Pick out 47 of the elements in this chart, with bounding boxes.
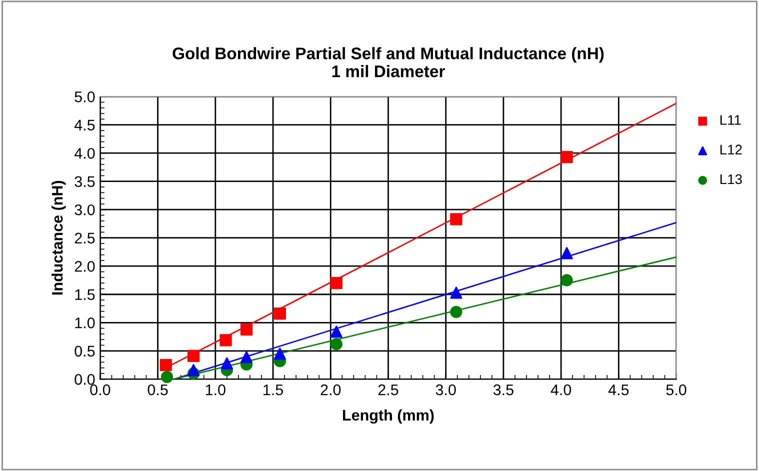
y-tick-label: 1.5 — [75, 289, 95, 300]
point — [240, 323, 253, 336]
y-tick-label: 1.0 — [75, 318, 95, 328]
point — [330, 326, 342, 338]
x-tick-label: 0.0 — [90, 384, 110, 396]
point — [187, 364, 200, 376]
point — [220, 357, 233, 370]
x-tick-label: 4.5 — [608, 384, 629, 396]
point — [560, 274, 573, 286]
y-tick-label: 4.5 — [74, 120, 95, 130]
legend-label: L12 — [720, 144, 742, 154]
y-tick-label: 2.0 — [74, 260, 95, 272]
point — [450, 306, 462, 318]
x-tick-label: 2.0 — [320, 384, 341, 396]
y-tick-label: 2.5 — [74, 232, 95, 244]
point — [560, 150, 573, 164]
y-tick-label: 5.0 — [74, 91, 95, 102]
x-tick-label: 5.0 — [666, 384, 686, 396]
x-tick-label: 4.0 — [550, 384, 572, 396]
x-axis-title: Length (mm) — [343, 409, 434, 424]
x-tick-label: 3.5 — [493, 384, 514, 396]
point — [450, 286, 462, 299]
legend-label: L13 — [720, 174, 742, 184]
point — [274, 308, 286, 320]
point — [450, 213, 462, 226]
y-tick-label: 3.0 — [74, 204, 95, 216]
point — [160, 358, 172, 372]
x-tick-label: 0.5 — [148, 384, 168, 396]
point — [187, 350, 200, 362]
x-tick-label: 3.0 — [436, 384, 456, 396]
y-tick-label: 0.5 — [74, 346, 95, 357]
x-tick-label: 2.5 — [378, 384, 398, 396]
point — [330, 276, 342, 290]
chart-title: Gold Bondwire Partial Self and Mutual Inductance (nH) 1 mil Diameter — [172, 47, 604, 78]
point — [240, 351, 253, 364]
point — [160, 370, 174, 383]
y-tick-label: 0.0 — [74, 374, 95, 385]
x-tick-label: 1.5 — [264, 384, 283, 396]
y-axis-title: Inductance (nH) — [52, 180, 66, 295]
point — [220, 334, 232, 346]
x-tick-label: 1.0 — [206, 384, 226, 396]
point — [330, 338, 342, 350]
y-tick-label: 3.5 — [74, 176, 95, 188]
point — [274, 348, 286, 360]
y-tick-label: 4.0 — [74, 148, 95, 159]
legend-label: L11 — [720, 115, 741, 125]
point — [560, 247, 573, 260]
